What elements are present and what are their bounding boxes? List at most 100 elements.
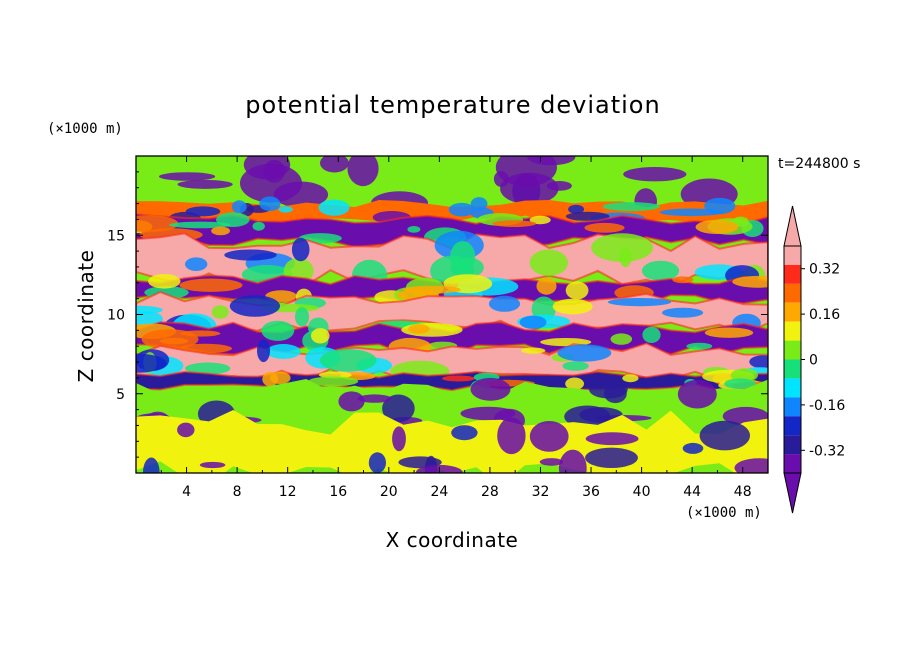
field-cell: [529, 249, 568, 276]
field-cell: [519, 315, 547, 329]
field-cell: [568, 204, 585, 214]
field-cell: [732, 275, 768, 288]
field-cell: [734, 458, 768, 473]
field-cell: [662, 307, 704, 318]
field-cell: [610, 333, 633, 345]
x-axis: 4 8 12 16 20 24 28 32 36 40 44 48: [160, 156, 752, 500]
y-tick-label: 5: [116, 387, 125, 403]
field-cell: [266, 344, 301, 359]
field-cell: [539, 458, 564, 466]
field-cell: [224, 249, 277, 261]
field-cell: [641, 260, 680, 281]
field-cell: [591, 233, 653, 262]
colorbar-swatch: [784, 454, 801, 474]
field-cell: [622, 374, 639, 383]
field-cell: [177, 179, 233, 189]
colorbar-swatch: [784, 246, 801, 265]
field-cell: [392, 426, 406, 452]
y-tick-label: 15: [107, 228, 125, 244]
field-cell: [179, 278, 243, 292]
x-axis-label: X coordinate: [386, 528, 519, 552]
y-axis-label: Z coordinate: [74, 250, 98, 383]
colorbar: 0.32 0.16 0 -0.16 -0.32: [783, 205, 845, 514]
field-cell: [185, 206, 221, 217]
field-cell: [148, 274, 181, 289]
y-axis: 5 10 15: [107, 171, 768, 458]
field-cell: [536, 277, 557, 295]
field-cell: [488, 295, 521, 312]
field-cell: [136, 215, 179, 233]
field-cell: [558, 449, 587, 473]
x-tick-label: 20: [380, 484, 398, 500]
field-cell: [724, 378, 756, 390]
colorbar-swatch: [784, 359, 801, 379]
field-cell: [347, 156, 379, 187]
field-cell: [585, 447, 638, 468]
field-cell: [492, 220, 537, 228]
x-tick-label: 24: [430, 484, 448, 500]
field-cell: [185, 257, 208, 272]
field-cell: [642, 326, 661, 343]
field-cell: [564, 405, 611, 428]
field-cell: [607, 298, 672, 307]
field-cell: [357, 394, 392, 403]
colorbar-swatch: [784, 340, 801, 360]
field-cell: [584, 222, 625, 233]
colorbar-over-arrow: [783, 205, 802, 247]
field-cell: [451, 425, 478, 441]
field-cell: [585, 432, 639, 446]
x-tick-label: 36: [582, 484, 600, 500]
field-cell: [318, 199, 350, 216]
field-cell: [136, 353, 167, 373]
field-cell: [261, 320, 295, 341]
field-cell: [470, 197, 488, 211]
field-cell: [257, 339, 270, 363]
field-cell: [619, 247, 632, 268]
field-cell: [704, 327, 754, 338]
colorbar-label: -0.32: [809, 443, 845, 459]
x-tick-label: 44: [683, 484, 701, 500]
field-cell: [311, 328, 330, 344]
colorbar-swatch: [784, 321, 801, 341]
field-cell: [408, 324, 430, 334]
field-cell: [211, 305, 229, 319]
chart-title: potential temperature deviation: [245, 91, 660, 119]
field-cell: [403, 285, 461, 294]
colorbar-swatch: [784, 283, 801, 303]
y-unit-label: (×1000 m): [47, 121, 123, 137]
field-cell: [497, 417, 526, 455]
heatmap-field: [136, 156, 768, 473]
field-cell: [319, 349, 377, 372]
colorbar-swatch: [784, 264, 801, 284]
field-cell: [699, 420, 750, 451]
field-cell: [529, 215, 551, 225]
field-cell: [259, 196, 281, 212]
field-cell: [557, 344, 612, 362]
field-cell: [169, 221, 231, 229]
field-cell: [552, 298, 593, 315]
field-cell: [382, 394, 415, 423]
field-cell: [695, 220, 739, 234]
colorbar-label: 0.16: [809, 307, 840, 323]
field-cell: [521, 347, 546, 354]
field-cell: [441, 375, 475, 382]
colorbar-swatch: [784, 435, 801, 455]
field-cell: [177, 422, 195, 438]
x-tick-label: 4: [182, 484, 191, 500]
colorbar-swatch: [784, 302, 801, 322]
field-cell: [229, 295, 280, 317]
field-cell: [295, 307, 309, 327]
field-cell: [562, 361, 589, 371]
field-cell: [749, 355, 768, 369]
field-cell: [231, 200, 247, 214]
field-cell: [308, 376, 359, 387]
field-cell: [338, 391, 365, 412]
field-cell: [211, 226, 231, 236]
field-cell: [278, 206, 293, 213]
field-cell: [407, 226, 421, 233]
field-cell: [159, 172, 216, 181]
x-tick-label: 40: [633, 484, 651, 500]
x-unit-label: (×1000 m): [686, 505, 762, 521]
field-cell: [368, 452, 386, 473]
colorbar-swatch: [784, 416, 801, 436]
